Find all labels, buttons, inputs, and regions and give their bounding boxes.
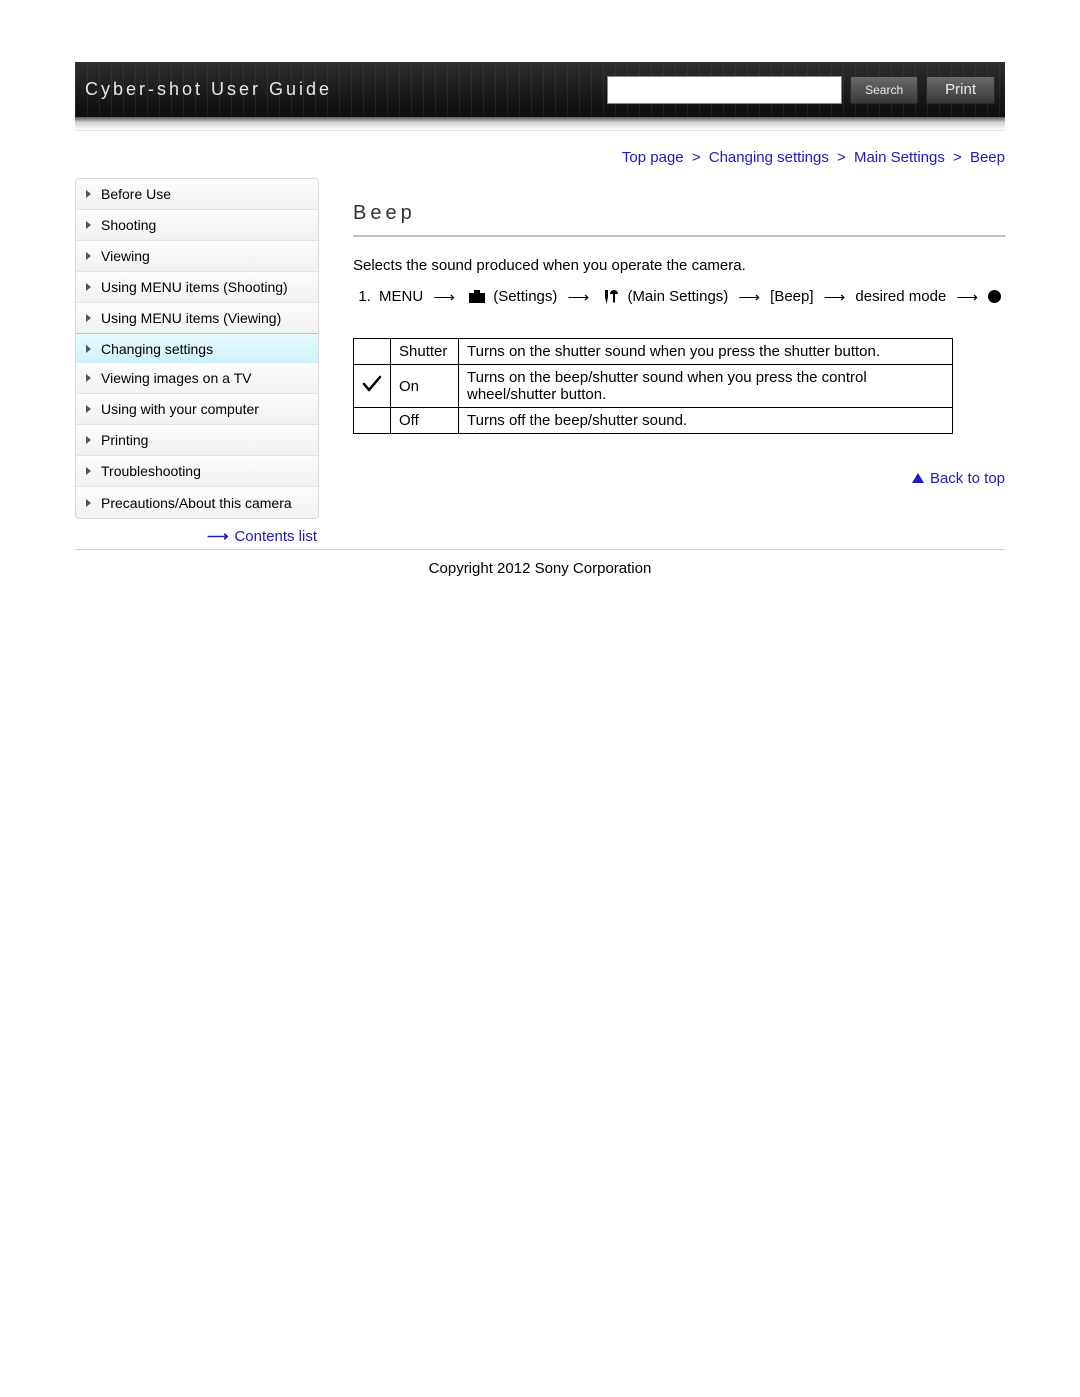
mode-desc: Turns on the shutter sound when you pres… bbox=[459, 339, 953, 365]
sidebar-item-label: Using with your computer bbox=[101, 401, 259, 417]
arrow-right-icon: ⟶ bbox=[562, 288, 596, 306]
chevron-right-icon bbox=[86, 405, 91, 413]
chevron-right-icon bbox=[86, 499, 91, 507]
sidebar-item-label: Using MENU items (Shooting) bbox=[101, 279, 288, 295]
breadcrumb-sep: > bbox=[949, 149, 966, 166]
checkmark-icon bbox=[362, 380, 382, 397]
back-to-top-link[interactable]: Back to top bbox=[930, 470, 1005, 487]
chevron-right-icon bbox=[86, 252, 91, 260]
step-beep: [Beep] bbox=[770, 288, 813, 305]
sidebar-item-shooting[interactable]: Shooting bbox=[76, 210, 318, 241]
confirm-dot-icon bbox=[988, 290, 1001, 303]
chevron-right-icon bbox=[86, 221, 91, 229]
sidebar-item-label: Printing bbox=[101, 432, 148, 448]
check-cell bbox=[354, 408, 391, 434]
intro-text: Selects the sound produced when you oper… bbox=[353, 257, 1005, 274]
mode-name: Off bbox=[391, 408, 459, 434]
copyright-text: Copyright 2012 Sony Corporation bbox=[429, 560, 652, 577]
arrow-right-icon: ⟶ bbox=[427, 288, 461, 306]
mode-name: On bbox=[391, 365, 459, 408]
check-cell bbox=[354, 365, 391, 408]
table-row: Shutter Turns on the shutter sound when … bbox=[354, 339, 953, 365]
back-to-top-wrap: Back to top bbox=[353, 434, 1005, 495]
arrow-right-icon: ⟶ bbox=[950, 288, 984, 306]
settings-toolbox-icon bbox=[467, 288, 487, 308]
mode-name: Shutter bbox=[391, 339, 459, 365]
sidebar: Before Use Shooting Viewing Using MENU i… bbox=[75, 178, 319, 519]
step-1: MENU ⟶ (Settings) ⟶ (Main Settings) ⟶ [B… bbox=[375, 288, 1005, 308]
main-settings-tools-icon bbox=[601, 288, 621, 308]
chevron-right-icon bbox=[86, 283, 91, 291]
steps-list: MENU ⟶ (Settings) ⟶ (Main Settings) ⟶ [B… bbox=[375, 288, 1005, 308]
sidebar-item-label: Viewing images on a TV bbox=[101, 370, 251, 386]
breadcrumb-sep: > bbox=[688, 149, 705, 166]
search-button[interactable]: Search bbox=[850, 76, 918, 104]
table-row: On Turns on the beep/shutter sound when … bbox=[354, 365, 953, 408]
sidebar-item-troubleshooting[interactable]: Troubleshooting bbox=[76, 456, 318, 487]
breadcrumb-beep[interactable]: Beep bbox=[970, 149, 1005, 166]
sidebar-item-printing[interactable]: Printing bbox=[76, 425, 318, 456]
arrow-right-icon: ⟶ bbox=[818, 288, 852, 306]
search-input[interactable] bbox=[607, 76, 842, 104]
chevron-right-icon bbox=[86, 374, 91, 382]
header-tools: Search Print bbox=[607, 76, 995, 104]
sidebar-item-menu-viewing[interactable]: Using MENU items (Viewing) bbox=[76, 303, 318, 334]
main-content: Beep Selects the sound produced when you… bbox=[319, 172, 1005, 495]
chevron-right-icon bbox=[86, 467, 91, 475]
sidebar-item-viewing[interactable]: Viewing bbox=[76, 241, 318, 272]
footer: Copyright 2012 Sony Corporation bbox=[75, 549, 1005, 577]
breadcrumb-main-settings[interactable]: Main Settings bbox=[854, 149, 945, 166]
sidebar-item-viewing-tv[interactable]: Viewing images on a TV bbox=[76, 363, 318, 394]
breadcrumb-top-page[interactable]: Top page bbox=[622, 149, 684, 166]
modes-table: Shutter Turns on the shutter sound when … bbox=[353, 338, 953, 434]
header-divider bbox=[75, 117, 1005, 131]
sidebar-item-menu-shooting[interactable]: Using MENU items (Shooting) bbox=[76, 272, 318, 303]
sidebar-item-label: Before Use bbox=[101, 186, 171, 202]
breadcrumb-sep: > bbox=[833, 149, 850, 166]
sidebar-item-changing-settings[interactable]: Changing settings bbox=[75, 333, 319, 364]
sidebar-item-label: Using MENU items (Viewing) bbox=[101, 310, 281, 326]
sidebar-item-precautions[interactable]: Precautions/About this camera bbox=[76, 487, 318, 518]
check-cell bbox=[354, 339, 391, 365]
step-menu: MENU bbox=[379, 288, 423, 305]
chevron-right-icon bbox=[86, 314, 91, 322]
sidebar-item-label: Precautions/About this camera bbox=[101, 495, 292, 511]
step-desired-mode: desired mode bbox=[855, 288, 946, 305]
contents-list-link[interactable]: Contents list bbox=[234, 528, 317, 545]
arrow-right-icon: ⟶ bbox=[732, 288, 766, 306]
print-button[interactable]: Print bbox=[926, 76, 995, 104]
sidebar-item-computer[interactable]: Using with your computer bbox=[76, 394, 318, 425]
app-title: Cyber-shot User Guide bbox=[85, 79, 332, 100]
mode-desc: Turns on the beep/shutter sound when you… bbox=[459, 365, 953, 408]
chevron-right-icon bbox=[86, 436, 91, 444]
sidebar-item-label: Viewing bbox=[101, 248, 150, 264]
chevron-right-icon bbox=[86, 345, 91, 353]
sidebar-item-label: Troubleshooting bbox=[101, 463, 201, 479]
breadcrumb-changing-settings[interactable]: Changing settings bbox=[709, 149, 829, 166]
sidebar-item-before-use[interactable]: Before Use bbox=[76, 179, 318, 210]
arrow-right-icon: ⟶ bbox=[207, 528, 229, 545]
step-settings: (Settings) bbox=[493, 288, 557, 305]
sidebar-item-label: Shooting bbox=[101, 217, 156, 233]
table-row: Off Turns off the beep/shutter sound. bbox=[354, 408, 953, 434]
page-title: Beep bbox=[353, 172, 1005, 237]
contents-list-wrap: ⟶ Contents list bbox=[75, 519, 319, 545]
sidebar-item-label: Changing settings bbox=[101, 341, 213, 357]
mode-desc: Turns off the beep/shutter sound. bbox=[459, 408, 953, 434]
triangle-up-icon bbox=[912, 473, 924, 483]
step-main-settings: (Main Settings) bbox=[627, 288, 728, 305]
breadcrumb: Top page > Changing settings > Main Sett… bbox=[75, 131, 1005, 172]
chevron-right-icon bbox=[86, 190, 91, 198]
header-bar: Cyber-shot User Guide Search Print bbox=[75, 62, 1005, 117]
